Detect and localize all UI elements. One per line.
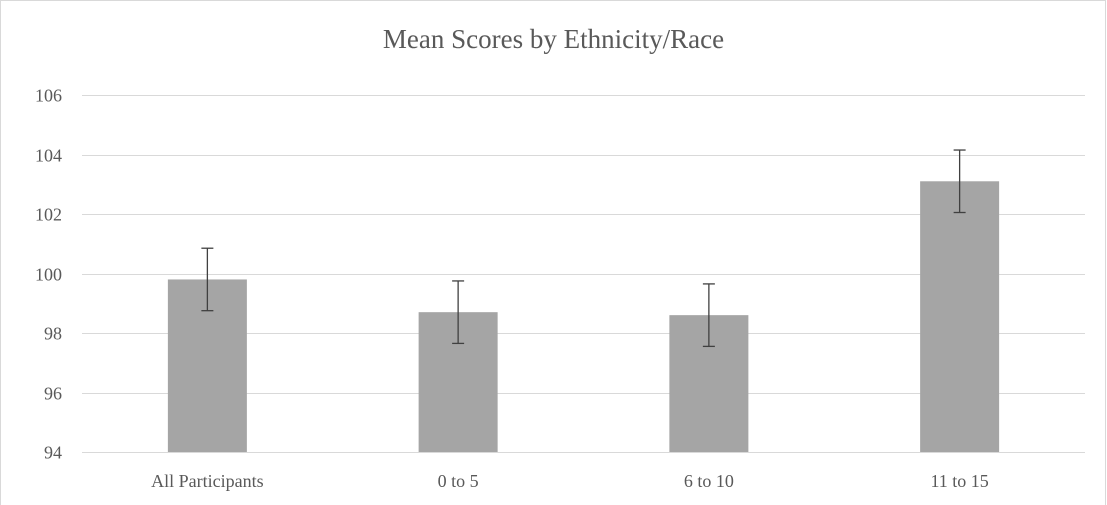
gridlines bbox=[82, 95, 1085, 453]
y-tick-label: 96 bbox=[44, 384, 62, 404]
bars bbox=[167, 181, 1000, 452]
x-tick-label: 6 to 10 bbox=[684, 471, 734, 491]
chart-title: Mean Scores by Ethnicity/Race bbox=[382, 24, 725, 54]
bar bbox=[920, 181, 1000, 452]
y-tick-label: 98 bbox=[44, 324, 62, 344]
error-bar bbox=[452, 280, 465, 345]
x-tick-label: All Participants bbox=[151, 471, 263, 491]
y-axis-tick-labels: 94 96 98 100 102 104 106 bbox=[35, 86, 62, 463]
error-bar bbox=[953, 149, 966, 214]
x-tick-label: 0 to 5 bbox=[438, 471, 479, 491]
y-tick-label: 100 bbox=[35, 265, 62, 285]
x-tick-label: 11 to 15 bbox=[930, 471, 988, 491]
x-axis-tick-labels: All Participants 0 to 5 6 to 10 11 to 15 bbox=[151, 471, 989, 491]
y-tick-label: 104 bbox=[35, 146, 62, 166]
error-bars bbox=[201, 149, 966, 348]
y-tick-label: 102 bbox=[35, 205, 62, 225]
y-tick-label: 106 bbox=[35, 86, 62, 106]
y-tick-label: 94 bbox=[44, 443, 62, 463]
error-bar bbox=[201, 247, 214, 312]
error-bar bbox=[702, 283, 715, 348]
